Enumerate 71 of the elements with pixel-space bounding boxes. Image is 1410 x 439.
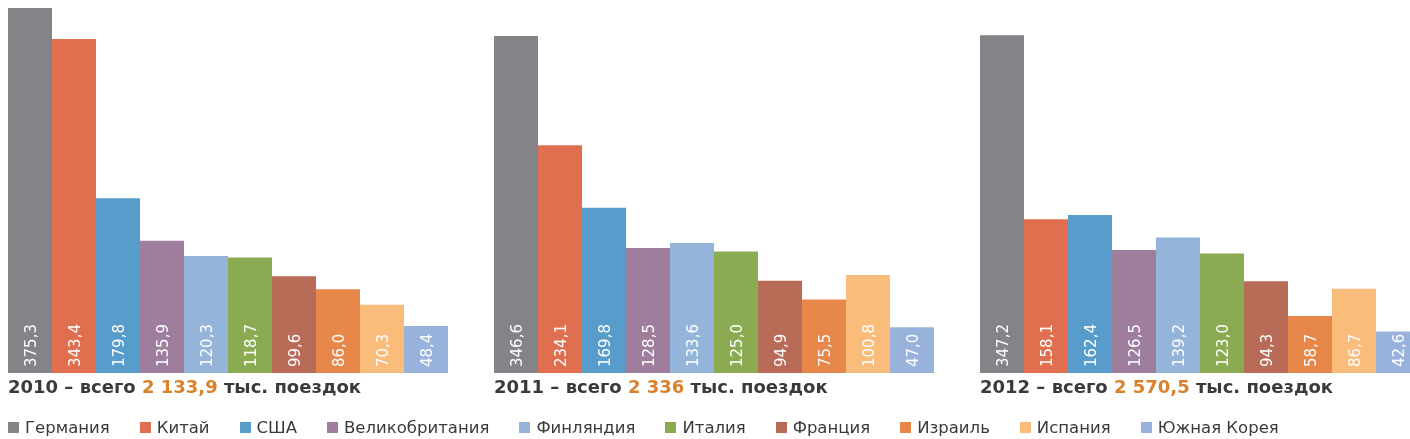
data-label: 99,6	[286, 333, 304, 367]
text: 2010 – всего 2 133,9 тыс. поездок	[8, 376, 362, 397]
data-label: 100,8	[860, 324, 878, 367]
bar	[538, 145, 582, 373]
data-label: 47,0	[904, 333, 922, 367]
text: 2012 – всего 2 570,5 тыс. поездок	[980, 376, 1334, 397]
legend-label: США	[256, 418, 298, 437]
data-label: 133,6	[684, 324, 702, 367]
data-label: 343,4	[66, 324, 84, 367]
data-label: 128,5	[640, 324, 658, 367]
bar	[228, 257, 272, 373]
bar	[714, 251, 758, 373]
legend-label: Финляндия	[536, 418, 636, 437]
bar	[140, 240, 184, 373]
legend-label: Великобритания	[344, 418, 490, 437]
bar	[316, 289, 360, 373]
bar	[802, 299, 846, 373]
text: 2011 – всего 2 336 тыс. поездок	[494, 376, 828, 397]
data-label: 94,9	[772, 333, 790, 367]
bar	[1244, 281, 1288, 373]
bar	[1024, 219, 1068, 373]
data-label: 75,5	[816, 333, 834, 367]
data-label: 347,2	[994, 324, 1012, 367]
bar	[8, 8, 52, 373]
data-label: 179,8	[110, 324, 128, 367]
legend-label: Южная Корея	[1157, 418, 1279, 437]
bar	[1156, 237, 1200, 373]
bar	[846, 274, 890, 373]
legend-label: Испания	[1036, 418, 1111, 437]
data-label: 70,3	[374, 333, 392, 367]
data-label: 162,4	[1082, 324, 1100, 367]
data-label: 123,0	[1214, 324, 1232, 367]
bar	[184, 256, 228, 373]
bar	[1068, 215, 1112, 373]
legend-label: Германия	[25, 418, 110, 437]
bar	[980, 35, 1024, 373]
bar	[626, 248, 670, 373]
bar	[52, 39, 96, 373]
data-label: 169,8	[596, 324, 614, 367]
data-label: 346,6	[508, 324, 526, 367]
bar	[758, 280, 802, 373]
bar	[494, 35, 538, 373]
data-label: 48,4	[418, 333, 436, 367]
bar	[360, 304, 404, 373]
data-label: 118,7	[242, 324, 260, 367]
bar	[890, 327, 934, 373]
legend-label: Италия	[682, 418, 746, 437]
data-label: 234,1	[552, 324, 570, 367]
data-label: 86,0	[330, 333, 348, 367]
bar	[670, 243, 714, 373]
legend-label: Китай	[156, 418, 210, 437]
data-label: 158,1	[1038, 324, 1056, 367]
data-label: 375,3	[22, 324, 40, 367]
legend-label: Франция	[792, 418, 871, 437]
bar	[1200, 253, 1244, 373]
data-label: 126,5	[1126, 324, 1144, 367]
data-label: 125,0	[728, 324, 746, 367]
bar	[582, 207, 626, 373]
data-label: 94,3	[1258, 333, 1276, 367]
bar	[272, 276, 316, 373]
legend-label: Израиль	[917, 418, 990, 437]
bar	[1288, 315, 1332, 373]
data-label: 58,7	[1302, 333, 1320, 367]
data-label: 42,6	[1390, 333, 1408, 367]
bar	[96, 198, 140, 373]
data-label: 120,3	[198, 324, 216, 367]
data-label: 135,9	[154, 324, 172, 367]
bar	[1112, 249, 1156, 373]
data-label: 86,7	[1346, 333, 1364, 367]
bar	[1332, 288, 1376, 373]
data-label: 139,2	[1170, 324, 1188, 367]
